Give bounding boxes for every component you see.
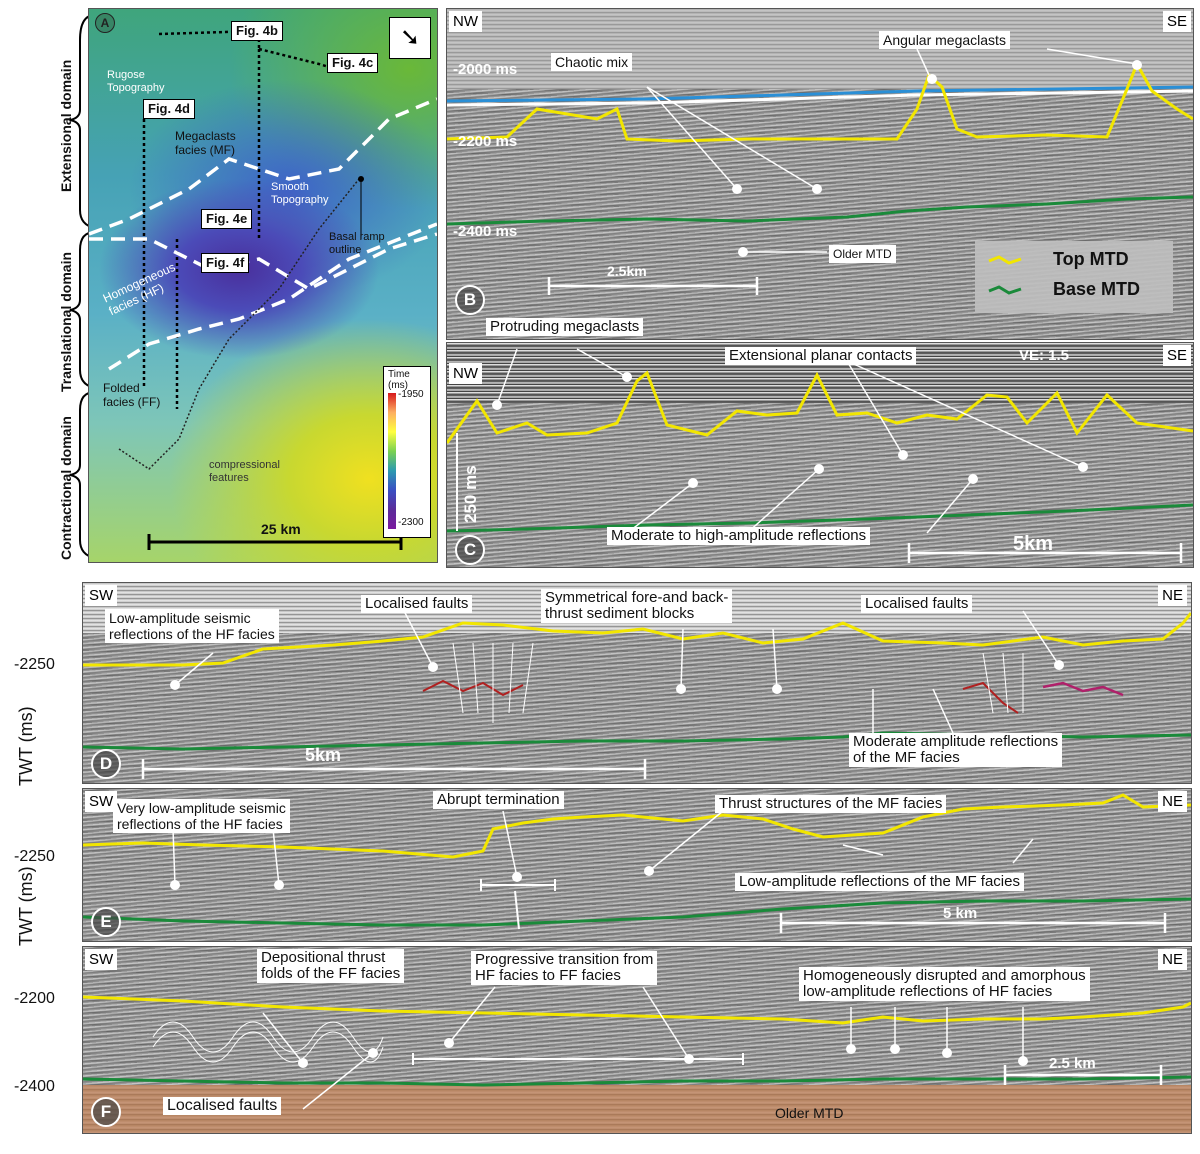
- panel-e-letter: E: [91, 907, 121, 937]
- localised-faults-f-label: Localised faults: [163, 1097, 282, 1115]
- fig-4e-label: Fig. 4e: [201, 209, 253, 229]
- protruding-megaclasts-label-outer: Protruding megaclasts: [486, 318, 644, 336]
- north-arrow-icon: ➘: [389, 17, 431, 59]
- panel-b-horizons: [447, 48, 1193, 295]
- basal-label: Basal ramp outline: [329, 231, 385, 256]
- depositional-ff-label: Depositional thrust folds of the FF faci…: [257, 949, 405, 983]
- panel-b-se: SE: [1162, 11, 1191, 32]
- low-amplitude-hf-label: Low-amplitude seismic reflections of the…: [105, 609, 279, 643]
- low-mf-label: Low-amplitude reflections of the MF faci…: [735, 873, 1024, 891]
- very-low-hf-label: Very low-amplitude seismic reflections o…: [113, 799, 290, 833]
- panel-f-ne: NE: [1158, 949, 1187, 970]
- extensional-contacts-label: Extensional planar contacts: [725, 347, 917, 365]
- moderate-high-label: Moderate to high-amplitude reflections: [607, 527, 871, 545]
- megaclasts-label: Megaclasts facies (MF): [175, 129, 236, 157]
- tick-f-2400: -2400: [14, 1078, 55, 1095]
- panel-f-sw: SW: [85, 949, 118, 970]
- progressive-transition-label: Progressive transition from HF facies to…: [471, 951, 658, 985]
- fig-4f-label: Fig. 4f: [201, 253, 250, 273]
- map-scale-label: 25 km: [261, 521, 301, 537]
- panel-c-ms: 250 ms: [461, 465, 480, 523]
- tick-f-2200: -2200: [14, 990, 55, 1007]
- panel-e-ne: NE: [1158, 791, 1187, 812]
- panel-d-letter: D: [91, 749, 121, 779]
- panel-d-ne: NE: [1158, 585, 1187, 606]
- panel-b-scale: 2.5km: [607, 263, 647, 279]
- legend-top-mtd: Top MTD: [1053, 249, 1129, 269]
- panel-f-scale: 2.5 km: [1049, 1055, 1096, 1072]
- panel-d-scale: 5km: [305, 745, 342, 765]
- panel-b-shallow-bands: [447, 9, 1193, 89]
- older-mtd-label: Older MTD: [829, 245, 896, 263]
- panel-b-nw: NW: [449, 11, 482, 32]
- panel-d-section: SW NE Low-amplitude seismic reflections …: [82, 582, 1192, 784]
- localised-faults-1-label: Localised faults: [361, 595, 473, 613]
- panel-c-horizons: [447, 348, 1193, 563]
- fig-4d-label: Fig. 4d: [143, 99, 195, 119]
- older-mtd-f-label: Older MTD: [775, 1105, 844, 1121]
- smooth-label: Smooth Topography: [271, 181, 329, 206]
- domain-translational: Translational domain: [58, 251, 74, 392]
- fig-4c-label: Fig. 4c: [327, 53, 379, 73]
- moderate-mf-label: Moderate amplitude reflections of the MF…: [849, 733, 1063, 767]
- panel-e-section: SW NE Very low-amplitude seismic reflect…: [82, 788, 1192, 942]
- legend-bottom: -2300: [398, 517, 424, 528]
- panel-c-scale: 5km: [1013, 533, 1054, 555]
- legend-swatches: [988, 255, 1022, 295]
- twt-axis-label-upper: TWT (ms): [16, 706, 36, 786]
- panel-e-horizons: [83, 793, 1191, 933]
- angular-megaclasts-label: Angular megaclasts: [879, 31, 1010, 49]
- abrupt-termination-label: Abrupt termination: [433, 791, 564, 809]
- domain-contractional: Contractional domain: [58, 416, 74, 560]
- panel-f-section: SW NE Depositional thrust folds of the F…: [82, 946, 1192, 1134]
- symmetrical-blocks-label: Symmetrical fore-and back- thrust sedime…: [541, 589, 733, 623]
- homogeneous-hf-label: Homogeneously disrupted and amorphous lo…: [799, 967, 1090, 1001]
- legend-colorbar: [388, 393, 396, 529]
- fig-4b-label: Fig. 4b: [231, 21, 283, 41]
- domain-extensional: Extensional domain: [58, 59, 74, 192]
- panel-c-ve: VE: 1.5: [1019, 347, 1070, 364]
- panel-f-horizons: [83, 986, 1191, 1110]
- panel-b-ms-2400: -2400 ms: [453, 223, 518, 240]
- rugose-label: Rugose Topography: [107, 69, 165, 94]
- panel-c-section: NW SE VE: 1.5 Protruding megaclasts Exte…: [446, 342, 1194, 568]
- panel-b-ms-2200: -2200 ms: [453, 133, 518, 150]
- legend-base-mtd: Base MTD: [1053, 279, 1141, 299]
- thrust-mf-label: Thrust structures of the MF facies: [715, 795, 947, 813]
- tick-d-2250: -2250: [14, 656, 55, 673]
- panel-e-scale: 5 km: [943, 905, 978, 922]
- localised-faults-2-label: Localised faults: [861, 595, 973, 613]
- chaotic-mix-label: Chaotic mix: [551, 53, 633, 71]
- panel-c-se: SE: [1162, 345, 1191, 366]
- panel-b-section: NW SE -2000 ms -2200 ms -2400 ms Chaotic…: [446, 8, 1194, 340]
- tick-e-2250: -2250: [14, 848, 55, 865]
- panel-c-nw: NW: [449, 363, 482, 384]
- twt-axis-label-lower: TWT (ms): [16, 866, 36, 946]
- panel-f-letter: F: [91, 1097, 121, 1127]
- folded-label: Folded facies (FF): [103, 381, 161, 409]
- panel-a-letter: A: [95, 13, 115, 33]
- compressional-label: compressional features: [209, 459, 280, 484]
- panel-a-map: A Fig. 4b Fig. 4c Fig. 4d Fig. 4e Fig. 4…: [88, 8, 438, 563]
- color-legend: Time (ms) -1950 -2300: [383, 366, 431, 538]
- panel-e-sw: SW: [85, 791, 118, 812]
- panel-c-letter: C: [455, 535, 485, 565]
- panel-b-legend: Top MTD Base MTD: [975, 241, 1173, 313]
- panel-d-sw: SW: [85, 585, 118, 606]
- panel-b-ms-2000: -2000 ms: [453, 61, 518, 78]
- legend-title: Time (ms): [388, 369, 410, 391]
- panel-b-letter: B: [455, 285, 485, 315]
- legend-top: -1950: [398, 389, 424, 400]
- map-overlay: [89, 29, 437, 550]
